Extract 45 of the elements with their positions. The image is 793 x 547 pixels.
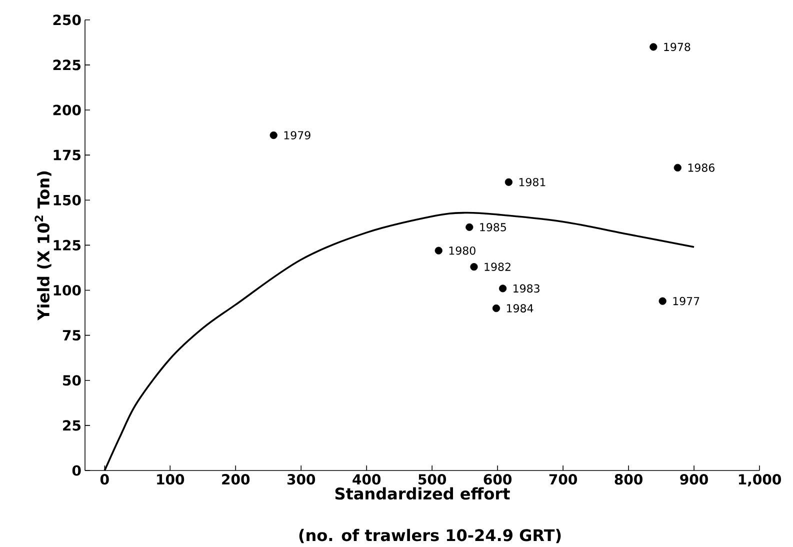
x-tick-label: 800: [614, 474, 642, 485]
annotation: 1982: [484, 262, 510, 271]
annotation: 1977: [673, 296, 700, 306]
y-axis-title: Yield (X 10$^{2}$ Ton): [34, 171, 52, 320]
x-tick-label: 700: [549, 474, 578, 485]
x-tick-label: 300: [287, 474, 316, 485]
point: [434, 246, 442, 254]
x-axis-title: Standardized effort: [335, 487, 510, 500]
y-tick-label: 225: [53, 60, 80, 70]
point: [466, 223, 474, 231]
y-tick-label: 150: [54, 194, 81, 206]
x-tick-label: 100: [157, 474, 184, 485]
x-tick-label: 200: [222, 474, 250, 485]
annotation: 1985: [480, 223, 506, 232]
annotation: 1986: [688, 164, 714, 172]
point: [499, 284, 507, 292]
x-tick-label: 0: [100, 474, 109, 485]
annotation: 1978: [664, 42, 690, 52]
text: (no. of trawlers 10-24.9 GRT): [299, 528, 561, 544]
annotation: 1980: [449, 246, 476, 255]
y-tick-label: 125: [54, 240, 80, 250]
annotation: 1983: [514, 284, 540, 293]
x-tick-label: 1,000: [738, 474, 781, 486]
annotation: 1984: [506, 304, 534, 312]
x-tick-label: 600: [484, 474, 512, 485]
y-tick-label: 250: [53, 14, 81, 26]
y-tick-label: 0: [72, 465, 81, 476]
y-tick-label: 100: [54, 284, 81, 296]
y-tick-label: 75: [62, 330, 80, 341]
y-tick-label: 175: [54, 150, 80, 160]
point: [270, 131, 278, 140]
x-tick-label: 400: [352, 474, 381, 485]
point: [658, 297, 666, 305]
annotation: 1981: [519, 178, 546, 186]
x-tick-label: 500: [418, 474, 446, 485]
y-tick-label: 50: [63, 375, 81, 386]
point: [674, 164, 682, 172]
x-tick-label: 900: [680, 474, 708, 485]
point: [504, 178, 512, 186]
point: [470, 263, 478, 271]
annotation: 1979: [284, 131, 310, 140]
y-tick-label: 25: [63, 420, 80, 431]
point: [492, 304, 500, 312]
point: [650, 43, 658, 51]
y-tick-label: 200: [53, 104, 81, 116]
